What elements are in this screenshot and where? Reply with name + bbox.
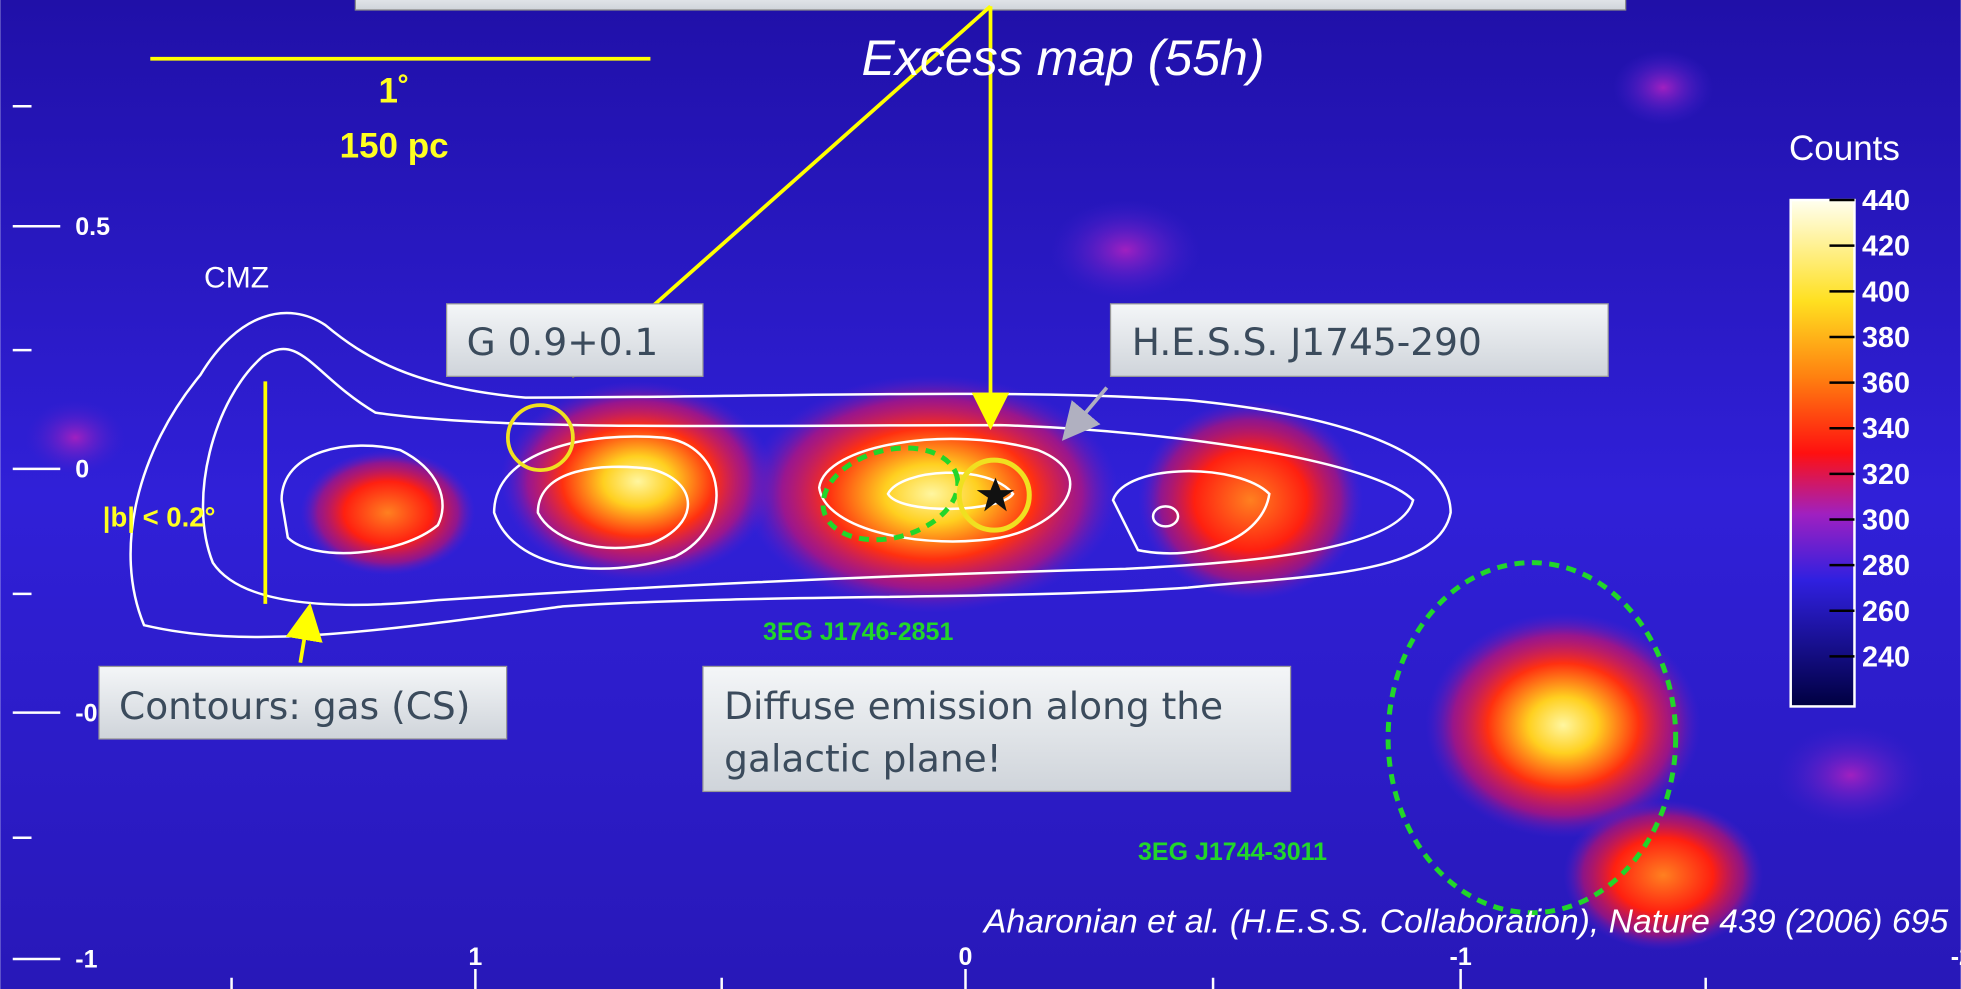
- colorbar-tick-label: 340: [1862, 413, 1910, 445]
- title: Excess map (55h): [862, 30, 1265, 86]
- callout: Diffuse emission along the galactic plan…: [703, 666, 1291, 791]
- callout: H.E.S.S. J1745-290: [1111, 304, 1609, 377]
- colorbar-tick-label: 420: [1862, 231, 1910, 263]
- colorbar-tick-label: 280: [1862, 550, 1910, 582]
- citation: Aharonian et al. (H.E.S.S. Collaboration…: [982, 903, 1949, 941]
- source-label: 3EG J1746-2851: [763, 618, 954, 646]
- colorbar-tick-label: 260: [1862, 596, 1910, 628]
- callout: G 0.9+0.1: [447, 304, 703, 377]
- callout-text: Contours: gas (CS): [119, 684, 470, 728]
- callout-text: H.E.S.S. J1745-290: [1132, 320, 1482, 364]
- callout-text: galactic plane!: [724, 736, 1002, 780]
- colorbar-tick-label: 360: [1862, 368, 1910, 400]
- colorbar-tick-label: 400: [1862, 276, 1910, 308]
- x-tick-label: 0: [959, 943, 973, 971]
- colorbar-tick-label: 440: [1862, 185, 1910, 217]
- cmz-label: CMZ: [204, 262, 269, 295]
- callout-text: G 0.9+0.1: [467, 320, 659, 364]
- source-label: 3EG J1744-3011: [1138, 838, 1327, 866]
- x-tick-label: -1: [1450, 943, 1472, 971]
- colorbar-tick-label: 320: [1862, 459, 1910, 491]
- callout-text: Diffuse emission along the: [724, 684, 1223, 728]
- colorbar-tick-label: 240: [1862, 641, 1910, 673]
- y-tick-label: 0: [75, 456, 89, 484]
- colorbar-title: Counts: [1789, 129, 1900, 168]
- y-tick-label: -1: [75, 946, 97, 974]
- x-tick-label: 1: [468, 943, 482, 971]
- colorbar: [1791, 200, 1855, 706]
- scale-distance: 150 pc: [340, 127, 449, 166]
- colorbar-tick-label: 380: [1862, 322, 1910, 354]
- scale-angle: 1˚: [379, 72, 410, 111]
- latitude-label: |b| < 0.2°: [103, 501, 216, 532]
- x-tick-label: -2: [1951, 943, 1961, 971]
- page: {"title":"Excess map (55h)", "scale_bar"…: [0, 0, 1961, 989]
- y-tick-label: 0.5: [75, 213, 110, 241]
- callout: Contours: gas (CS): [99, 666, 507, 739]
- colorbar-tick-label: 300: [1862, 505, 1910, 537]
- figure: Excess map (55h) 1˚ 150 pc CMZ |b| < 0.2…: [0, 0, 1961, 989]
